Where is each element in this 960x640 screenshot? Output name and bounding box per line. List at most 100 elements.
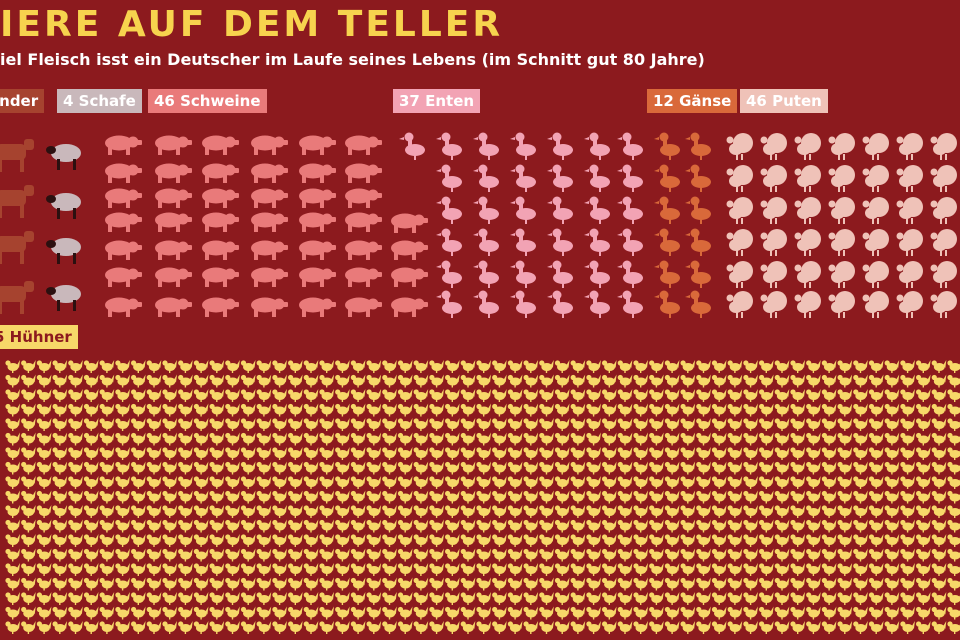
chicken-icon (821, 548, 837, 562)
chicken-icon (554, 519, 570, 533)
chicken-icon (539, 418, 554, 431)
chicken-icon (868, 534, 884, 547)
chicken-icon (146, 389, 162, 402)
chicken-icon (413, 505, 429, 518)
chicken-icon (492, 403, 507, 417)
chicken-icon (664, 621, 680, 634)
chicken-icon (272, 360, 287, 373)
pig-icon (345, 267, 382, 287)
chicken-icon (680, 490, 696, 504)
chicken-icon (696, 447, 711, 460)
duck-icon (584, 196, 610, 224)
chicken-icon (602, 476, 617, 489)
chicken-icon (382, 374, 397, 388)
chicken-icon (445, 621, 460, 634)
chicken-icon (602, 548, 617, 562)
chicken-icon (366, 577, 382, 591)
chicken-icon (916, 577, 931, 591)
chicken-icon (884, 592, 900, 605)
chicken-icon (162, 360, 177, 373)
chicken-icon (209, 621, 225, 634)
chicken-icon (554, 592, 570, 605)
chicken-icon (916, 548, 931, 562)
chicken-icon (649, 432, 664, 446)
chicken-icon (727, 418, 743, 431)
chicken-icon (931, 592, 947, 605)
chicken-icon (256, 360, 272, 373)
chicken-icon (696, 606, 711, 620)
chicken-icon (774, 418, 790, 431)
chicken-icon (539, 592, 554, 605)
chicken-icon (99, 505, 115, 518)
chicken-icon (492, 432, 507, 446)
chicken-icon (256, 418, 272, 431)
chicken-icon (350, 592, 366, 605)
chicken-icon (256, 577, 272, 591)
chicken-icon (429, 418, 444, 431)
chicken-icon (837, 374, 853, 388)
chicken-icon (633, 621, 648, 634)
chicken-icon (806, 418, 821, 431)
chicken-icon (413, 519, 429, 533)
chicken-icon (83, 418, 99, 431)
chicken-icon (68, 389, 83, 402)
chicken-icon (649, 490, 664, 504)
chicken-icon (5, 490, 20, 504)
chicken-icon (523, 432, 539, 446)
chicken-icon (664, 461, 680, 475)
chicken-icon (209, 490, 225, 504)
chicken-icon (413, 534, 429, 547)
chicken-icon (476, 621, 491, 634)
chicken-icon (193, 432, 209, 446)
chicken-icon (664, 418, 680, 431)
chicken-icon (162, 548, 177, 562)
chicken-icon (507, 621, 523, 634)
chicken-icon (83, 476, 99, 489)
chicken-icon (350, 403, 366, 417)
chicken-icon (711, 374, 727, 388)
chicken-icon (350, 418, 366, 431)
pig-icon (299, 267, 336, 287)
chicken-icon (806, 621, 821, 634)
chicken-icon (162, 592, 177, 605)
chicken-icon (272, 563, 287, 576)
chicken-icon (570, 534, 586, 547)
chicken-icon (884, 403, 900, 417)
chicken-icon (272, 606, 287, 620)
chicken-icon (225, 490, 240, 504)
chicken-icon (570, 519, 586, 533)
chicken-icon (868, 606, 884, 620)
chicken-icon (272, 374, 287, 388)
chicken-icon (319, 577, 334, 591)
chicken-icon (83, 360, 99, 373)
chicken-icon (146, 447, 162, 460)
chicken-icon (602, 447, 617, 460)
chicken-icon (790, 447, 805, 460)
chicken-icon (476, 360, 491, 373)
chicken-icon (554, 476, 570, 489)
chicken-icon (21, 418, 36, 431)
chicken-icon (900, 606, 915, 620)
chicken-icon (931, 548, 947, 562)
chicken-icon (884, 476, 900, 489)
chicken-icon (288, 418, 303, 431)
chicken-icon (350, 360, 366, 373)
chicken-icon (947, 447, 960, 460)
chicken-icon (146, 606, 162, 620)
chicken-icon (633, 606, 648, 620)
chicken-icon (711, 461, 727, 475)
chicken-icon (586, 461, 601, 475)
chicken-icon (99, 476, 115, 489)
chicken-icon (759, 389, 774, 402)
chicken-icon (586, 490, 601, 504)
chicken-icon (68, 519, 83, 533)
duck-icon (436, 164, 462, 192)
chicken-icon (131, 592, 146, 605)
chicken-icon (727, 403, 743, 417)
chicken-icon (806, 360, 821, 373)
chicken-icon (5, 374, 20, 388)
chicken-icon (759, 519, 774, 533)
turkey-icon (760, 291, 787, 318)
chicken-icon (303, 621, 319, 634)
